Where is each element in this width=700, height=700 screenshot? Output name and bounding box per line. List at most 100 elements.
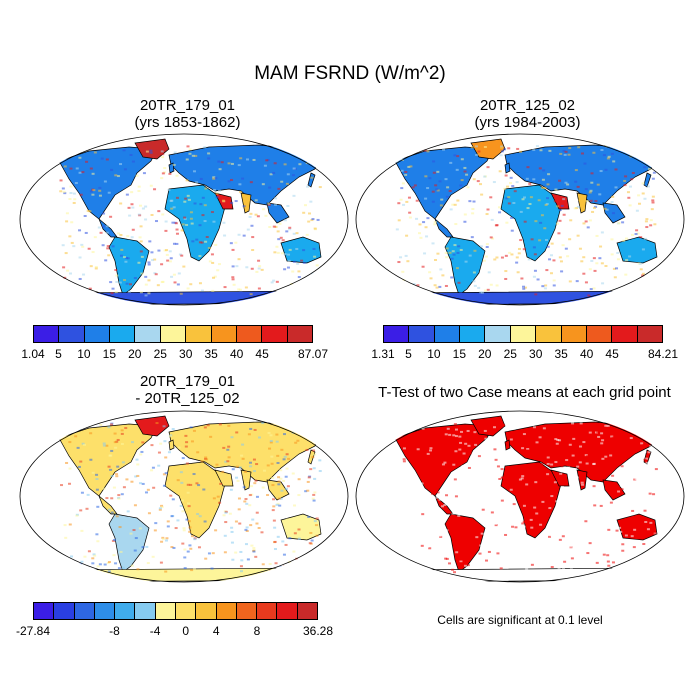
map-cell bbox=[591, 509, 595, 512]
map-cell bbox=[227, 456, 231, 459]
map-cell bbox=[443, 503, 447, 506]
map-cell bbox=[404, 254, 408, 257]
map-cell bbox=[539, 149, 543, 152]
map-cell bbox=[254, 199, 258, 202]
map-cell bbox=[217, 160, 221, 163]
map-cell bbox=[80, 529, 84, 532]
map-cell bbox=[508, 251, 512, 254]
map-cell bbox=[267, 202, 271, 205]
map-cell bbox=[88, 210, 92, 213]
map-cell bbox=[64, 252, 68, 255]
map-cell bbox=[277, 476, 281, 479]
map-cell bbox=[513, 455, 517, 458]
map-cell bbox=[606, 560, 610, 563]
map-cell bbox=[649, 224, 653, 227]
map-cell bbox=[450, 276, 454, 279]
map-cell bbox=[279, 497, 283, 500]
map-cell bbox=[112, 486, 116, 489]
map-cell bbox=[445, 256, 449, 259]
map-cell bbox=[129, 532, 133, 535]
map-cell bbox=[455, 168, 459, 171]
map-cell bbox=[130, 191, 134, 194]
significance-note: Cells are significant at 0.1 level bbox=[437, 613, 603, 627]
map-cell bbox=[624, 175, 628, 178]
map-cell bbox=[168, 260, 172, 263]
map-cell bbox=[286, 485, 290, 488]
map-cell bbox=[630, 535, 634, 538]
map-cell bbox=[78, 427, 82, 430]
map-cell bbox=[516, 492, 520, 495]
map-cell bbox=[401, 533, 405, 536]
map-cell bbox=[188, 526, 192, 529]
map-cell bbox=[415, 217, 419, 220]
map-cell bbox=[624, 534, 628, 537]
map-cell bbox=[401, 182, 405, 185]
map-cell bbox=[78, 171, 82, 174]
map-cell bbox=[103, 563, 107, 566]
map-cell bbox=[582, 256, 586, 259]
map-cell bbox=[483, 429, 487, 432]
map-cell bbox=[126, 235, 130, 238]
map-cell bbox=[315, 264, 319, 267]
map-cell bbox=[420, 482, 424, 485]
map-cell bbox=[62, 266, 66, 269]
map-cell bbox=[115, 473, 119, 476]
map-cell bbox=[311, 456, 315, 459]
map-cell bbox=[432, 450, 436, 453]
map-cell bbox=[512, 503, 516, 506]
map-cell bbox=[88, 287, 92, 290]
colorbar-swatch bbox=[84, 326, 111, 342]
map-cell bbox=[481, 508, 485, 511]
map-cell bbox=[167, 451, 171, 454]
map-cell bbox=[556, 439, 560, 442]
map-cell bbox=[467, 466, 471, 469]
map-cell bbox=[272, 519, 276, 522]
map-cell bbox=[580, 483, 584, 486]
map-cell bbox=[577, 146, 581, 149]
map-cell bbox=[607, 528, 611, 531]
map-cell bbox=[268, 226, 272, 229]
map-cell bbox=[282, 146, 286, 149]
map-cell bbox=[200, 289, 204, 292]
map-cell bbox=[455, 551, 459, 554]
map-cell bbox=[631, 423, 635, 426]
map-cell bbox=[466, 429, 470, 432]
map-cell bbox=[568, 238, 572, 241]
map-cell bbox=[634, 552, 638, 555]
map-cell bbox=[398, 494, 402, 497]
map-cell bbox=[276, 454, 280, 457]
map-cell bbox=[580, 152, 584, 155]
map-cell bbox=[255, 511, 259, 514]
map-cell bbox=[115, 274, 119, 277]
map-cell bbox=[276, 251, 280, 254]
map-cell bbox=[175, 242, 179, 245]
map-cell bbox=[531, 566, 535, 569]
map-cell bbox=[119, 550, 123, 553]
map-cell bbox=[445, 195, 449, 198]
map-cell bbox=[460, 478, 464, 481]
map-cell bbox=[279, 566, 283, 569]
map-cell bbox=[542, 427, 546, 430]
map-cell bbox=[288, 228, 292, 231]
map-cell bbox=[530, 563, 534, 566]
map-cell bbox=[568, 280, 572, 283]
map-cell bbox=[400, 169, 404, 172]
map-cell bbox=[555, 222, 559, 225]
map-cell bbox=[190, 440, 194, 443]
map-cell bbox=[196, 451, 200, 454]
map-cell bbox=[280, 180, 284, 183]
map-cell bbox=[217, 263, 221, 266]
map-cell bbox=[617, 469, 621, 472]
map-cell bbox=[644, 220, 648, 223]
map-cell bbox=[189, 547, 193, 550]
map-cell bbox=[429, 277, 433, 280]
map-cell bbox=[541, 474, 545, 477]
map-cell bbox=[641, 274, 645, 277]
map-cell bbox=[533, 269, 537, 272]
map-cell bbox=[252, 458, 256, 461]
map-cell bbox=[642, 291, 646, 294]
map-cell bbox=[87, 247, 91, 250]
map-cell bbox=[545, 239, 549, 242]
map-cell bbox=[416, 448, 420, 451]
map-cell bbox=[117, 567, 121, 570]
